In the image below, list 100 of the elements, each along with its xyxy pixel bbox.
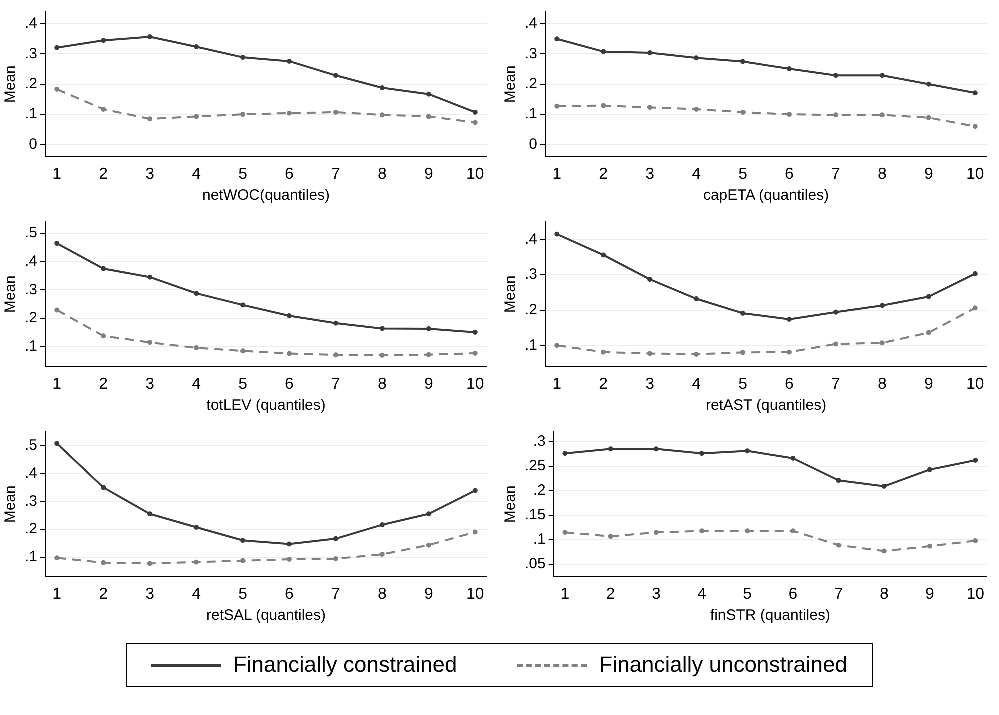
y-tick-label: .5 (24, 224, 38, 242)
x-tick-label: 7 (834, 586, 844, 603)
x-tick-label: 4 (192, 376, 202, 393)
point (380, 326, 385, 332)
point (928, 544, 933, 549)
point (740, 59, 746, 64)
x-tick-label: 3 (646, 376, 655, 393)
point (973, 458, 978, 463)
point (790, 456, 796, 462)
point (880, 112, 885, 118)
point (54, 87, 60, 92)
legend-label: Financially unconstrained (599, 652, 848, 678)
point (240, 558, 246, 564)
point (286, 110, 292, 116)
point (380, 522, 385, 528)
point (554, 343, 560, 348)
point (148, 116, 153, 122)
x-tick-label: 6 (285, 166, 294, 183)
point (240, 112, 246, 118)
point (745, 528, 750, 534)
y-tick-label: .3 (533, 432, 546, 450)
y-tick-label: .2 (24, 310, 38, 327)
y-tick-label: 0 (29, 136, 38, 153)
point (472, 530, 478, 535)
x-axis-title: finSTR (quantiles) (710, 607, 830, 624)
x-tick-label: 6 (785, 376, 794, 393)
x-tick-label: 9 (424, 586, 434, 603)
legend-label: Financially constrained (233, 652, 458, 678)
x-tick-label: 3 (146, 376, 155, 393)
x-tick-label: 5 (738, 166, 748, 183)
y-tick-label: .1 (524, 336, 538, 354)
point (786, 112, 792, 118)
x-tick-label: 3 (146, 166, 155, 183)
point (926, 82, 932, 87)
point (928, 467, 933, 472)
point (786, 316, 792, 322)
point (648, 277, 653, 282)
x-tick-label: 8 (378, 586, 387, 603)
x-tick-label: 4 (692, 376, 702, 393)
point (194, 291, 200, 296)
x-tick-label: 6 (285, 586, 294, 603)
y-tick-label: .05 (524, 556, 546, 573)
x-tick-label: 6 (788, 586, 798, 603)
point (472, 488, 478, 494)
point (194, 114, 200, 120)
point (54, 556, 60, 561)
point (194, 44, 200, 50)
point (648, 105, 653, 110)
point (972, 271, 978, 276)
point (333, 110, 338, 115)
x-tick-label: 10 (466, 166, 484, 183)
point (880, 340, 885, 346)
x-tick-label: 9 (424, 166, 434, 183)
point (286, 351, 292, 356)
y-tick-label: .4 (24, 15, 38, 32)
y-tick-label: 0 (529, 136, 538, 153)
point (194, 346, 200, 351)
x-tick-label: 2 (99, 586, 108, 603)
x-tick-label: 5 (743, 586, 752, 603)
y-tick-label: .2 (533, 482, 546, 500)
point (240, 55, 246, 60)
point (194, 525, 200, 530)
x-tick-label: 8 (378, 376, 387, 393)
point (880, 73, 885, 78)
x-tick-label: 9 (926, 586, 935, 603)
y-axis-title: Mean (502, 486, 520, 524)
y-tick-label: .2 (24, 520, 38, 538)
y-tick-label: .4 (24, 464, 38, 482)
x-tick-label: 6 (285, 376, 294, 393)
x-tick-label: 6 (785, 166, 794, 183)
point (700, 451, 705, 456)
y-axis-title: Mean (2, 66, 20, 104)
x-tick-label: 1 (552, 166, 562, 183)
point (472, 330, 478, 335)
point (882, 548, 887, 554)
point (926, 294, 932, 300)
y-tick-label: .2 (524, 301, 538, 318)
point (148, 561, 153, 566)
point (240, 348, 246, 354)
point (240, 302, 246, 308)
point (786, 350, 792, 355)
x-tick-label: 1 (52, 166, 62, 183)
point (601, 252, 606, 258)
point (601, 103, 606, 108)
point (333, 352, 338, 358)
y-tick-label: .2 (524, 76, 538, 93)
x-axis-title: netWOC(quantiles) (202, 187, 330, 204)
x-axis-title: retAST (quantiles) (706, 397, 827, 414)
point (880, 303, 885, 308)
point (700, 528, 705, 534)
point (333, 73, 338, 78)
x-tick-label: 5 (238, 166, 248, 183)
x-tick-label: 8 (378, 166, 387, 183)
point (194, 560, 200, 565)
point (472, 120, 478, 126)
point (972, 90, 978, 96)
point (833, 112, 838, 118)
x-tick-label: 3 (646, 166, 655, 183)
point (380, 352, 385, 358)
point (833, 73, 838, 78)
